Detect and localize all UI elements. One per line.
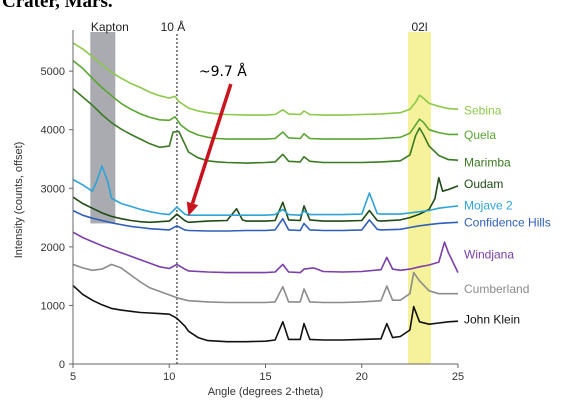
series-label-sebina: Sebina xyxy=(464,103,502,117)
x-tick-label: 5 xyxy=(70,371,76,383)
y-tick-label: 0 xyxy=(59,359,65,371)
reference-line-label: 10 Å xyxy=(161,19,186,34)
series-line-cumberland xyxy=(72,263,458,304)
series-label-marimba: Marimba xyxy=(464,156,511,170)
x-tick-label: 10 xyxy=(163,371,175,383)
y-tick-label: 5000 xyxy=(41,66,65,78)
band-label-02l: 02l xyxy=(411,20,427,34)
y-tick-label: 1000 xyxy=(41,300,65,312)
annotation-arrow-head xyxy=(186,201,199,216)
x-tick-label: 25 xyxy=(452,371,464,383)
series-labels: Sebina Quela Marimba Oudam Mojave 2 Confidenc… xyxy=(464,103,551,326)
y-tick-label: 2000 xyxy=(41,242,65,254)
series-line-mojave-2 xyxy=(72,165,459,216)
y-tick-label: 4000 xyxy=(41,125,65,137)
band-02l-rect xyxy=(407,32,432,364)
series-label-john-klein: John Klein xyxy=(464,312,520,326)
axes: 5 10 15 20 25 0 1000 2000 3000 4000 5000 Angle (deg… xyxy=(13,30,464,398)
series-line-sebina xyxy=(72,42,459,116)
series-line-quela xyxy=(72,59,458,140)
x-axis-title: Angle (degrees 2-theta) xyxy=(208,386,324,398)
series-label-confidence-hills: Confidence Hills xyxy=(464,215,551,229)
band-kapton-rect xyxy=(90,32,116,224)
series-line-john-klein xyxy=(72,284,459,343)
series-line-oudam xyxy=(72,176,459,224)
x-tick-label: 15 xyxy=(259,371,271,383)
series-line-windjana xyxy=(72,231,459,274)
series-line-confidence-hills xyxy=(72,209,459,232)
y-tick-label: 3000 xyxy=(41,183,65,195)
annotation-label: ~9.7 Å xyxy=(199,63,247,80)
series-label-windjana: Windjana xyxy=(464,247,514,261)
figure-caption-fragment: Crater, Mars. xyxy=(2,0,113,12)
series-label-mojave-2: Mojave 2 xyxy=(464,198,513,212)
series-label-quela: Quela xyxy=(464,128,496,142)
x-tick-label: 20 xyxy=(356,371,368,383)
reference-line: 10 Å xyxy=(161,19,186,364)
series-label-cumberland: Cumberland xyxy=(464,282,529,296)
annotation: ~9.7 Å xyxy=(186,63,247,216)
series-lines xyxy=(72,42,459,343)
y-axis-title: Intensity (counts, offset) xyxy=(13,142,25,259)
annotation-arrow-shaft xyxy=(190,83,233,204)
band-label-kapton: Kapton xyxy=(91,20,129,34)
series-line-marimba xyxy=(72,88,459,164)
series-label-oudam: Oudam xyxy=(464,177,503,191)
highlight-bands: Kapton 02l xyxy=(90,20,432,364)
